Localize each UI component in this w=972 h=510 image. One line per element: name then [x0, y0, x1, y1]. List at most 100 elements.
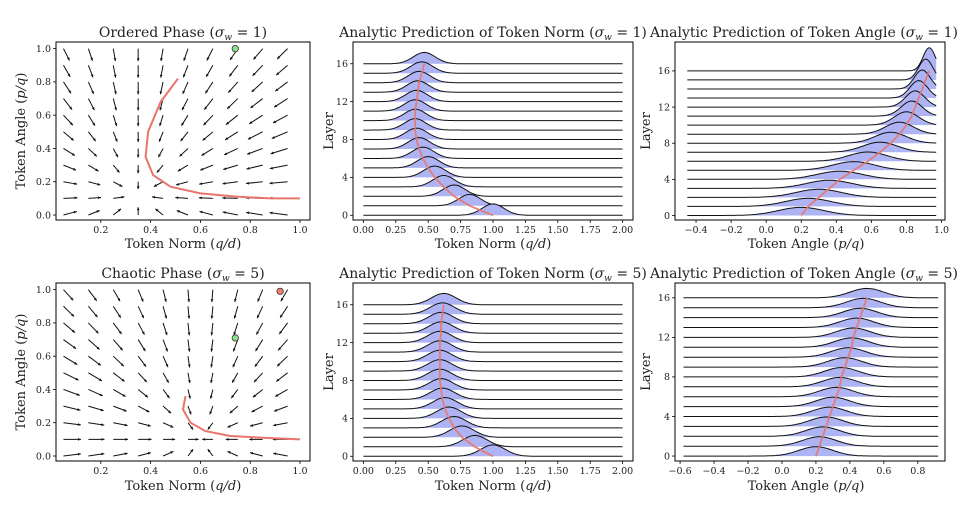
vector-arrow [276, 355, 288, 367]
plot-frame [352, 282, 634, 462]
vector-arrow [63, 305, 75, 317]
vector-arrow [227, 450, 238, 457]
layer-ridge [683, 436, 939, 447]
mean-trend-curve [800, 70, 931, 217]
vector-arrow [230, 389, 239, 399]
vector-arrow [227, 422, 238, 428]
layer-ridge [687, 170, 937, 180]
vector-arrow [88, 405, 104, 412]
panel-chaotic-quiver: Chaotic Phase (σw = 5) 0.2 0.4 0.6 0.8 1.0 0.… [14, 266, 311, 494]
panel-title: Ordered Phase (σw = 1) [99, 25, 267, 43]
x-tick-label: 1.25 [515, 225, 536, 236]
vector-arrow [187, 405, 192, 415]
vector-arrow [137, 372, 148, 383]
vector-arrow [271, 131, 288, 139]
layer-ridge [683, 367, 939, 378]
vector-arrow [88, 181, 101, 186]
vector-arrow [274, 81, 288, 92]
vector-arrow [112, 131, 118, 142]
vector-arrow [207, 422, 214, 430]
layer-ridge [363, 330, 623, 344]
vector-arrow [63, 181, 78, 186]
layer-ridge [687, 206, 937, 216]
vector-arrow [63, 322, 76, 334]
vector-arrow [183, 48, 189, 61]
vector-arrow [112, 355, 125, 367]
layer-ridge [363, 61, 623, 74]
vector-arrow [269, 164, 288, 170]
layer-ridge [363, 108, 623, 122]
vector-arrow [245, 181, 263, 185]
y-axis-label: Layer [322, 111, 337, 149]
vector-arrow [112, 339, 124, 351]
vector-arrow [112, 65, 117, 78]
vector-arrow [113, 389, 126, 397]
vector-arrow [223, 148, 238, 156]
x-tick-label: 0.25 [385, 225, 406, 236]
layer-ridge [687, 111, 937, 126]
vector-arrow [136, 48, 140, 62]
vector-arrow [276, 48, 288, 60]
x-axis-label: Token Norm (q/d) [435, 479, 552, 494]
x-tick-label: 0.25 [385, 466, 406, 477]
vector-arrow [136, 131, 140, 142]
x-tick-label: 1.25 [515, 466, 536, 477]
y-tick-label: 0.8 [36, 77, 51, 88]
vector-arrow [112, 115, 118, 127]
vector-arrow [63, 355, 78, 366]
vector-arrow [233, 322, 239, 336]
y-tick-label: 16 [658, 293, 670, 304]
vector-arrow [187, 356, 191, 368]
vector-arrow [63, 388, 80, 396]
vector-arrow [63, 372, 79, 381]
vector-arrow [162, 422, 174, 428]
vector-arrow [273, 98, 288, 108]
vector-arrow [206, 48, 214, 61]
x-tick-label: 0.4 [842, 466, 857, 477]
layer-ridge [363, 311, 623, 325]
vector-arrow [199, 181, 213, 186]
layer-ridge [687, 58, 937, 81]
vector-arrow [63, 405, 81, 411]
fixed-point-marker [231, 45, 239, 53]
x-tick-label: 0.50 [418, 466, 439, 477]
vector-arrow [207, 448, 214, 457]
vector-arrow [63, 289, 74, 301]
vector-arrow [201, 148, 214, 156]
vector-arrow [249, 452, 263, 457]
vector-arrow [162, 306, 168, 319]
vector-arrow [113, 452, 128, 457]
vector-arrow [112, 322, 123, 335]
layer-ridge [363, 349, 623, 363]
vector-arrow [269, 211, 288, 216]
vector-arrow [87, 305, 98, 318]
y-tick-label: 8 [342, 376, 348, 387]
y-tick-label: 0.0 [36, 451, 51, 462]
layer-ridge [363, 397, 623, 410]
layer-ridge [363, 89, 623, 103]
x-axis-label: Token Norm (q/d) [125, 237, 242, 252]
mean-trend-curve [414, 63, 494, 217]
vector-arrow [202, 437, 213, 441]
layer-ridge [683, 347, 939, 358]
vector-arrow [253, 48, 264, 60]
vector-arrow [136, 148, 140, 158]
vector-arrow [198, 196, 213, 200]
vector-arrow [179, 148, 189, 157]
vector-arrow [222, 181, 238, 185]
vector-arrow [175, 196, 189, 200]
panel-title: Chaotic Phase (σw = 5) [101, 266, 264, 284]
vector-arrow [138, 422, 151, 427]
panel-title: Analytic Prediction of Token Angle (σw =… [649, 25, 958, 43]
y-tick-label: 4 [342, 173, 348, 184]
vector-arrow [273, 422, 288, 427]
x-tick-label: 2.00 [612, 466, 633, 477]
layer-ridge [683, 307, 939, 319]
layer-ridge [687, 90, 937, 108]
y-tick-label: 0.4 [36, 144, 51, 155]
vector-arrow [136, 81, 140, 95]
vector-arrow [112, 81, 117, 95]
vector-arrow [153, 181, 164, 188]
x-tick-label: 0.2 [794, 225, 809, 236]
